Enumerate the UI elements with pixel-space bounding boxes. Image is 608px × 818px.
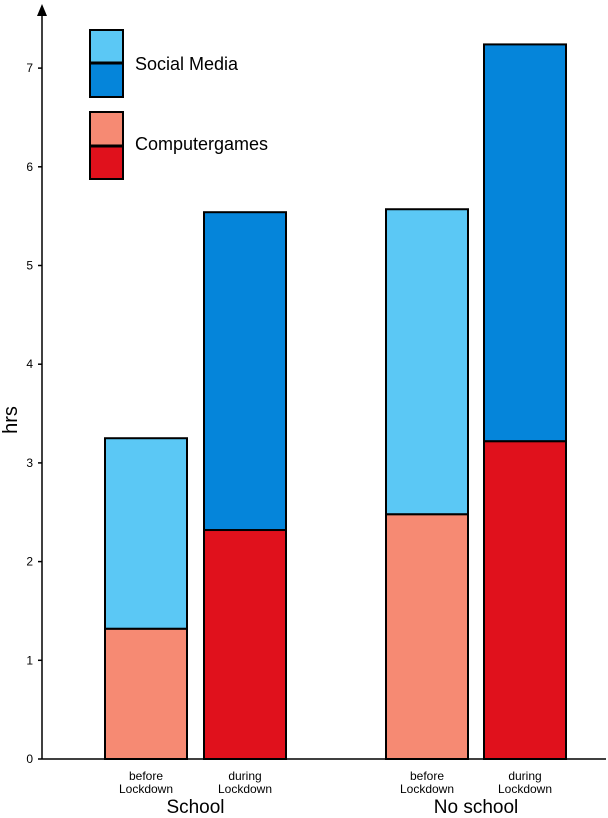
bar-segment-social-media — [483, 43, 567, 443]
bar-category-label: Lockdown — [498, 782, 552, 796]
y-tick-label: 4 — [26, 357, 33, 371]
y-axis-title: hrs — [0, 406, 22, 434]
bar-category-label: during — [228, 769, 261, 783]
bar-category-label: Lockdown — [119, 782, 173, 796]
bar-category-label: Lockdown — [218, 782, 272, 796]
legend-swatch-during — [89, 62, 124, 98]
legend-swatch-during — [89, 145, 124, 180]
bar-segment-computergames — [483, 440, 567, 760]
legend: Social Media Computergames — [89, 29, 268, 180]
y-axis-arrow-icon — [37, 4, 47, 16]
y-tick-label: 3 — [26, 456, 33, 470]
y-tick-label: 0 — [26, 752, 33, 766]
group-label: No school — [434, 797, 519, 818]
bar-segment-computergames — [203, 529, 287, 760]
group-label: School — [166, 797, 224, 818]
bar-category-label: during — [508, 769, 541, 783]
bar-category-label: before — [410, 769, 444, 783]
y-tick-label: 7 — [26, 61, 33, 75]
bar-segment-computergames — [104, 627, 188, 760]
y-tick-label: 6 — [26, 160, 33, 174]
labels-layer: beforeLockdownduringLockdownSchoolbefore… — [119, 769, 552, 818]
bars-layer — [104, 43, 567, 760]
bar-segment-computergames — [385, 513, 469, 760]
bar-segment-social-media — [385, 208, 469, 516]
legend-swatch-before — [89, 111, 124, 147]
bar-category-label: Lockdown — [400, 782, 454, 796]
bar-category-label: before — [129, 769, 163, 783]
bar-segment-social-media — [203, 211, 287, 532]
legend-label: Social Media — [135, 54, 239, 74]
legend-swatch-before — [89, 29, 124, 64]
legend-label: Computergames — [135, 134, 268, 154]
y-tick-label: 1 — [26, 653, 33, 667]
bar-segment-social-media — [104, 437, 188, 630]
y-tick-label: 2 — [26, 555, 33, 569]
y-tick-label: 5 — [26, 259, 33, 273]
